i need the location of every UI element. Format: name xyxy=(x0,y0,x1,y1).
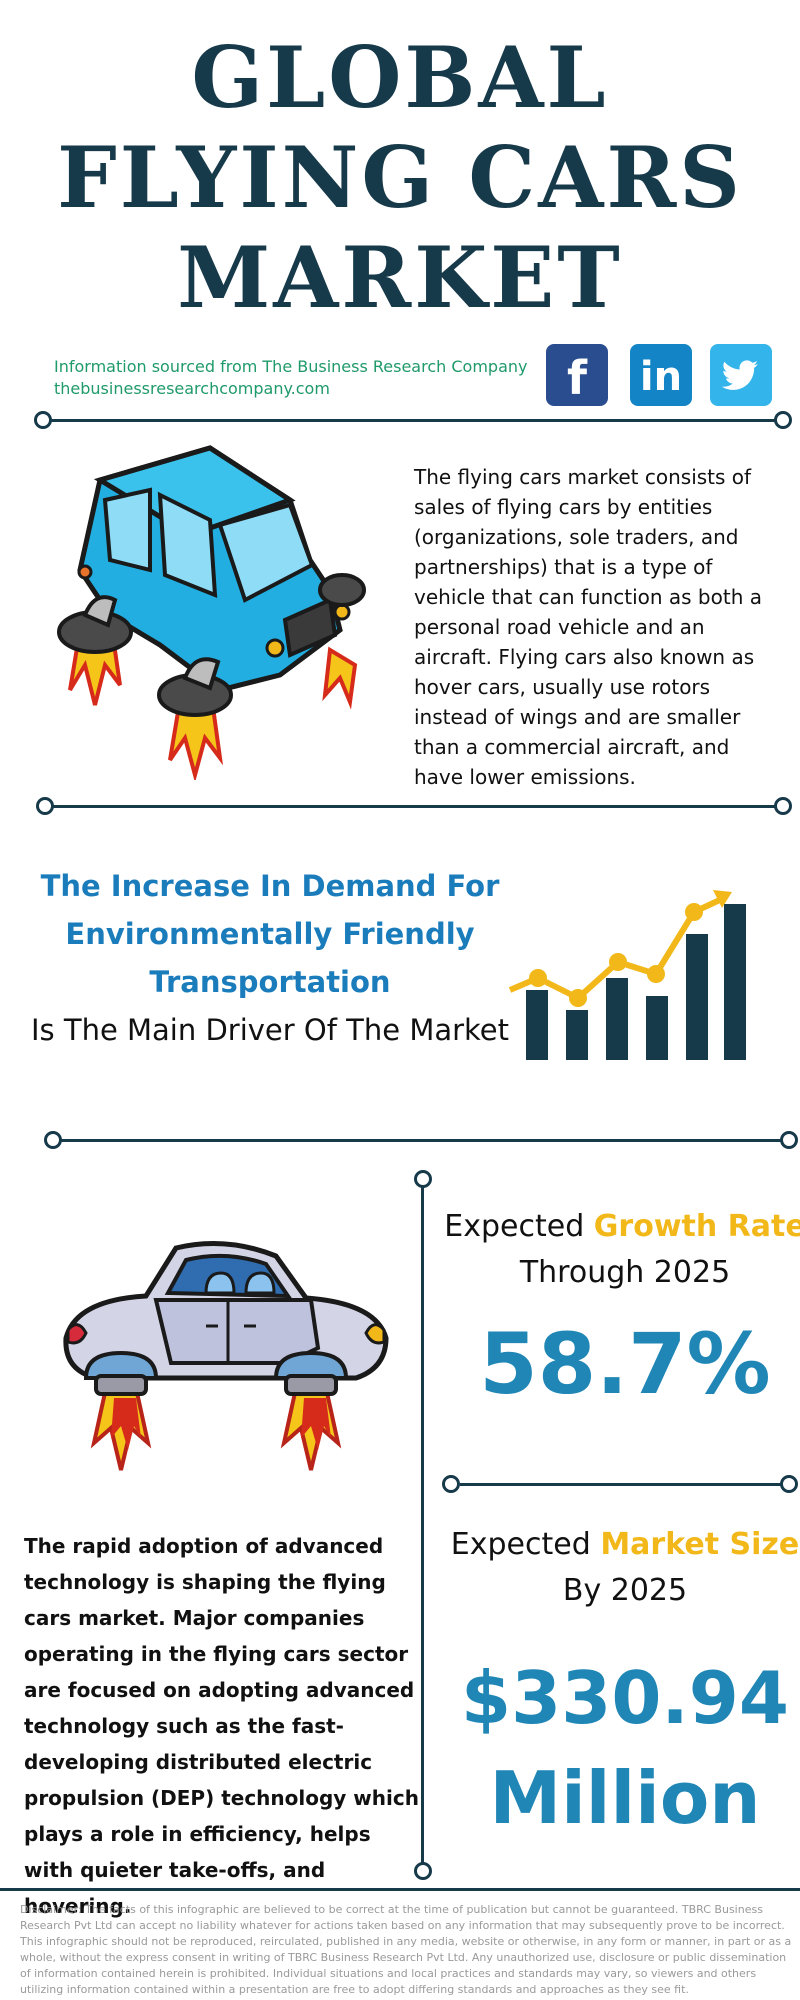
divider-1 xyxy=(44,419,784,422)
market-size-label: Expected Market Size By 2025 xyxy=(430,1522,800,1614)
market-driver: The Increase In Demand For Environmental… xyxy=(20,862,520,1054)
growth-period: Through 2025 xyxy=(519,1255,731,1290)
blue-flying-car-illustration xyxy=(57,445,366,780)
page-title: GLOBAL FLYING CARS MARKET xyxy=(0,28,800,328)
title-line-3: MARKET xyxy=(177,228,623,327)
facebook-icon[interactable]: f xyxy=(546,344,608,406)
driver-rest: Is The Main Driver Of The Market xyxy=(30,1013,510,1047)
growth-rate-label: Expected Growth Rate Through 2025 xyxy=(430,1204,800,1296)
source-text: Information sourced from The Business Re… xyxy=(54,357,528,376)
divider-1-node-right xyxy=(774,411,792,429)
silver-flying-car-illustration xyxy=(63,1241,389,1471)
market-description: The flying cars market consists of sales… xyxy=(414,465,762,789)
divider-3-node-right xyxy=(780,1131,798,1149)
divider-5 xyxy=(0,1888,800,1891)
technology-description: The rapid adoption of advanced technolog… xyxy=(24,1534,419,1918)
market-size-value: $330.94 Million xyxy=(430,1648,800,1848)
divider-2 xyxy=(46,805,784,808)
market-size-value-line-2: Million xyxy=(489,1756,761,1840)
linkedin-text: in xyxy=(640,354,682,400)
divider-4 xyxy=(460,1483,790,1486)
vertical-divider xyxy=(421,1180,424,1870)
market-size-value-line-1: $330.94 xyxy=(461,1656,789,1740)
divider-2-node-right xyxy=(774,797,792,815)
title-line-1: GLOBAL xyxy=(191,28,609,127)
growth-highlight: Growth Rate xyxy=(593,1209,800,1244)
twitter-icon[interactable] xyxy=(710,344,772,406)
divider-3-node-left xyxy=(44,1131,62,1149)
vertical-divider-node-bottom xyxy=(414,1862,432,1880)
disclaimer-text: Disclaimer: The facts of this infographi… xyxy=(20,1903,792,1996)
market-size-highlight: Market Size xyxy=(600,1527,800,1562)
title-line-2: FLYING CARS xyxy=(57,128,743,227)
growth-prefix: Expected xyxy=(444,1209,585,1244)
growth-chart-icon xyxy=(508,890,746,1060)
divider-1-node-left xyxy=(34,411,52,429)
divider-3 xyxy=(54,1139,790,1142)
divider-4-node-right xyxy=(780,1475,798,1493)
growth-rate-value: 58.7% xyxy=(479,1315,771,1413)
source-info: Information sourced from The Business Re… xyxy=(54,356,527,400)
vertical-divider-node-top xyxy=(414,1170,432,1188)
source-link[interactable]: thebusinessresearchcompany.com xyxy=(54,379,330,398)
divider-2-node-left xyxy=(36,797,54,815)
market-size-period: By 2025 xyxy=(562,1573,688,1608)
divider-4-node-left xyxy=(442,1475,460,1493)
driver-highlight: The Increase In Demand For Environmental… xyxy=(40,869,500,999)
facebook-letter: f xyxy=(567,351,588,405)
linkedin-icon[interactable]: in xyxy=(630,344,692,406)
market-size-prefix: Expected xyxy=(450,1527,591,1562)
